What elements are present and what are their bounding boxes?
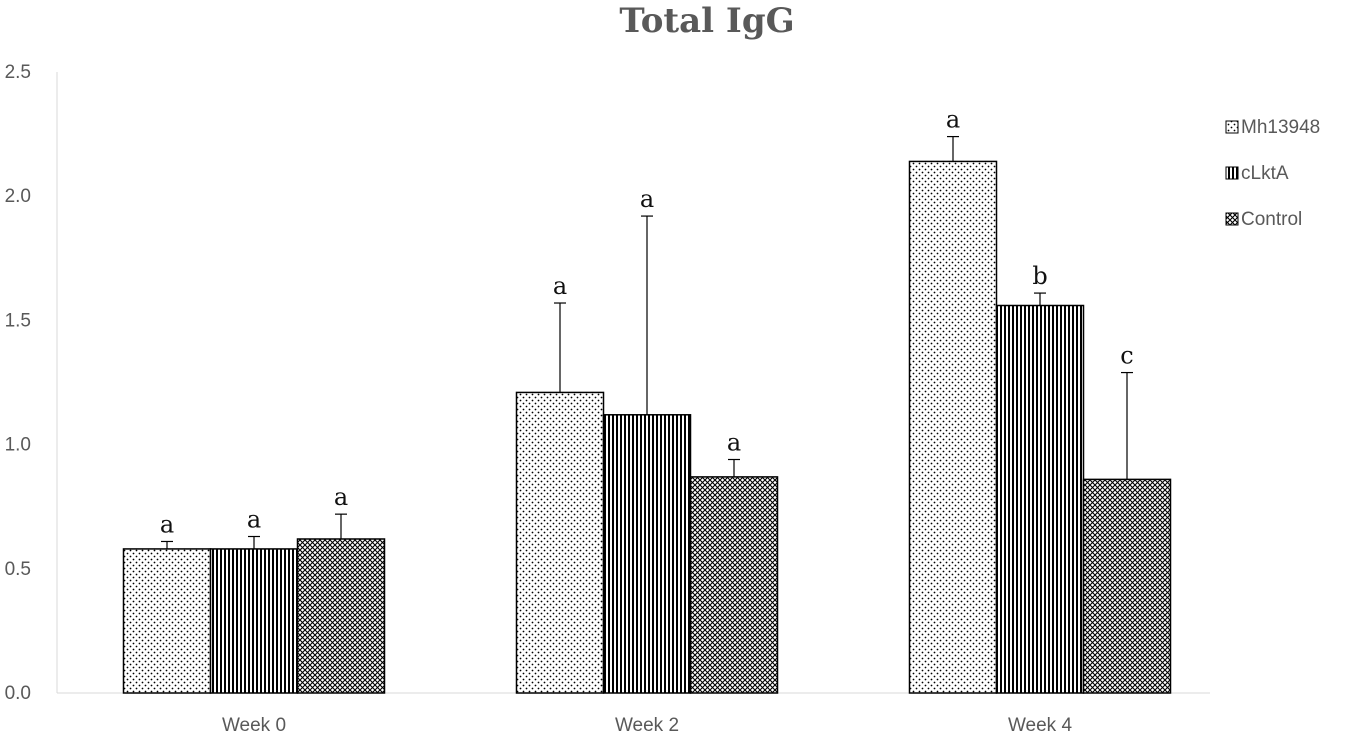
error-bar [728,458,740,477]
error-bar [161,540,173,549]
significance-label: a [946,106,960,134]
legend-item-clkta: cLktA [1225,163,1289,184]
bar-Mh13948-week-4 [908,160,998,694]
bar-Control-week-4 [1082,478,1172,694]
legend-label: Mh13948 [1241,117,1320,138]
y-tick-label: 0.5 [5,559,31,580]
error-bar [947,135,959,162]
y-tick-label: 2.0 [5,186,31,207]
legend-label: cLktA [1241,163,1289,184]
bars-group [122,160,1172,694]
legend-swatch [1225,166,1239,180]
legend-item-control: Control [1225,209,1302,230]
legend-item-mh13948: Mh13948 [1225,117,1320,138]
significance-label: a [640,185,654,213]
significance-label: a [247,506,261,534]
bar-cLktA-week-2 [602,414,692,694]
y-tick-label: 2.5 [5,62,31,83]
bar-Mh13948-week-2 [515,391,605,694]
significance-label: a [160,510,174,538]
legend-label: Control [1241,209,1302,230]
y-axis: 0.0 0.5 1.0 1.5 2.0 2.5 [5,62,58,704]
error-bar [1121,371,1133,480]
significance-label: a [334,483,348,511]
significance-label: b [1032,262,1047,290]
bar-Mh13948-week-0 [122,548,212,694]
significance-label: c [1120,342,1133,370]
y-tick-label: 1.5 [5,310,31,331]
x-tick-label: Week 2 [615,715,679,736]
error-bar [641,215,653,415]
chart-title: Total IgG [619,1,794,41]
bar-cLktA-week-0 [209,548,299,694]
x-axis: Week 0 Week 2 Week 4 [57,692,1210,736]
significance-labels-group: a a a a a b a a c [160,106,1134,539]
x-tick-label: Week 4 [1008,715,1073,736]
y-tick-label: 1.0 [5,435,31,456]
significance-label: a [727,429,741,457]
legend-swatch [1225,212,1239,226]
bar-Control-week-0 [296,538,386,694]
legend: Mh13948 cLktA Control [1225,117,1320,230]
error-bar [1034,292,1046,306]
x-tick-label: Week 0 [222,715,286,736]
bar-Control-week-2 [689,476,779,694]
error-bar [335,513,347,539]
error-bar [554,302,566,393]
y-tick-label: 0.0 [5,683,31,704]
significance-label: a [553,272,567,300]
error-bar [248,535,260,549]
legend-swatch [1225,120,1239,134]
bar-cLktA-week-4 [995,304,1085,694]
error-bars-group [161,135,1133,549]
